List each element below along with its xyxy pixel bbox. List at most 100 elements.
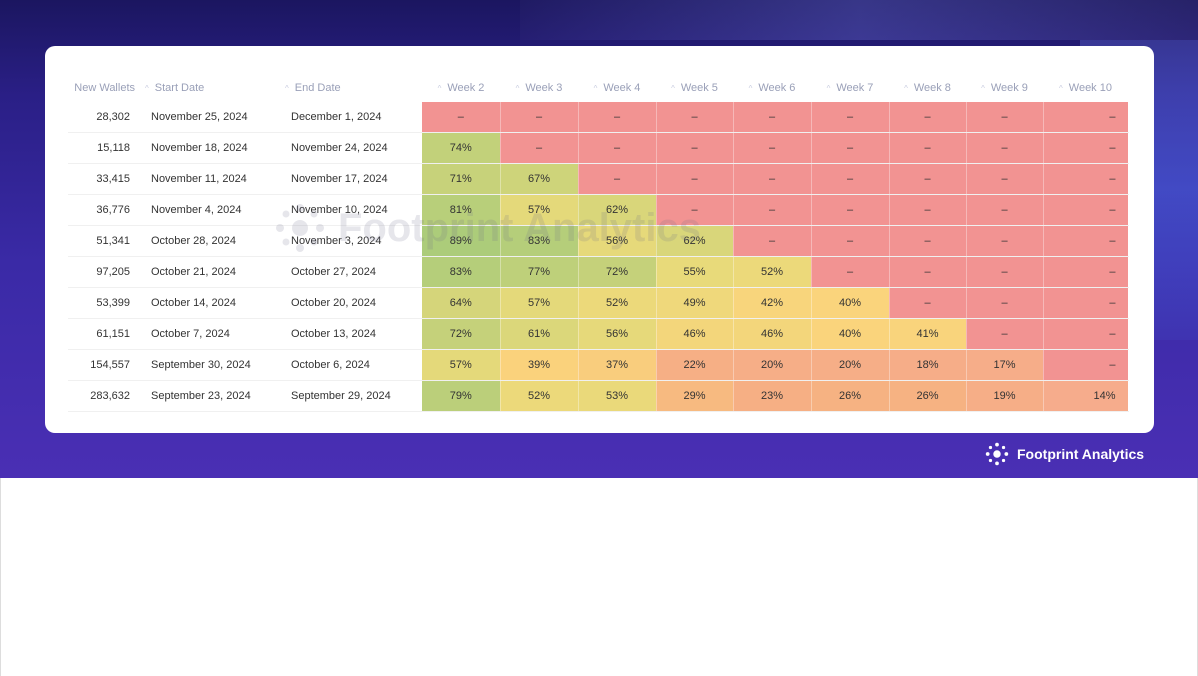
retention-cell-week-6: – xyxy=(733,132,812,164)
retention-cell-week-5: – xyxy=(656,163,734,195)
column-header-week-2[interactable]: ^ Week 2 xyxy=(422,74,500,102)
retention-cell-week-4: 56% xyxy=(578,225,657,257)
retention-cell-week-2: 83% xyxy=(422,256,501,288)
retention-cell-week-7: – xyxy=(811,163,890,195)
start-date-cell: October 7, 2024 xyxy=(145,318,285,350)
start-date-cell: November 25, 2024 xyxy=(145,102,285,133)
retention-cell-week-5: 46% xyxy=(656,318,734,350)
retention-cell-week-3: – xyxy=(500,132,579,164)
retention-cell-week-2: 64% xyxy=(422,287,501,319)
retention-cell-week-8: – xyxy=(889,225,967,257)
start-date-cell: September 23, 2024 xyxy=(145,380,285,412)
table-header-row: New Wallets ^ Start Date ^ End Date ^ Week 2 ^ W… xyxy=(68,74,1128,102)
retention-cell-week-8: 26% xyxy=(889,380,967,412)
retention-cell-week-2: 74% xyxy=(422,132,501,164)
retention-cell-week-6: – xyxy=(733,194,812,226)
new-wallets-cell: 15,118 xyxy=(68,132,145,164)
new-wallets-cell: 36,776 xyxy=(68,194,145,226)
sort-icon: ^ xyxy=(826,84,831,93)
retention-cell-week-3: 83% xyxy=(500,225,579,257)
retention-cell-week-5: 49% xyxy=(656,287,734,319)
table-row: 53,399 October 14, 2024 October 20, 2024 64… xyxy=(68,287,1129,319)
retention-cell-week-7: – xyxy=(811,102,890,133)
column-header-label: Week 4 xyxy=(603,82,641,94)
column-header-end-date[interactable]: ^ End Date xyxy=(285,74,422,102)
retention-cell-week-4: 37% xyxy=(578,349,657,381)
column-header-label: Week 10 xyxy=(1068,82,1112,94)
column-header-week-3[interactable]: ^ Week 3 xyxy=(500,74,578,102)
retention-cell-week-9: – xyxy=(966,318,1044,350)
new-wallets-cell: 154,557 xyxy=(68,349,145,381)
retention-cell-week-4: – xyxy=(578,132,657,164)
column-header-week-6[interactable]: ^ Week 6 xyxy=(733,74,811,102)
table-row: 61,151 October 7, 2024 October 13, 2024 72%… xyxy=(68,318,1129,350)
table-row: 283,632 September 23, 2024 September 29, 2… xyxy=(68,380,1129,412)
retention-cell-week-8: – xyxy=(889,102,967,133)
retention-cell-week-3: 57% xyxy=(500,287,579,319)
start-date-cell: October 28, 2024 xyxy=(145,225,285,257)
brand-logo: Footprint Analytics xyxy=(983,440,1144,468)
retention-cell-week-5: 22% xyxy=(656,349,734,381)
end-date-cell: November 24, 2024 xyxy=(285,132,422,164)
sort-icon: ^ xyxy=(437,84,442,93)
retention-cell-week-9: – xyxy=(966,287,1044,319)
table-body: 28,302 November 25, 2024 December 1, 2024–… xyxy=(68,102,1129,412)
footprint-logo-icon xyxy=(985,442,1009,466)
sort-icon: ^ xyxy=(904,84,908,93)
retention-cell-week-8: – xyxy=(889,132,967,164)
retention-cell-week-9: – xyxy=(966,225,1044,257)
retention-cell-week-7: 40% xyxy=(811,287,890,319)
sort-icon: ^ xyxy=(1059,84,1063,93)
retention-cell-week-9: – xyxy=(966,163,1044,195)
new-wallets-cell: 51,341 xyxy=(68,225,145,257)
column-header-week-9[interactable]: ^ Week 9 xyxy=(966,74,1043,102)
column-header-label: Week 3 xyxy=(525,82,563,94)
column-header-new-wallets[interactable]: New Wallets xyxy=(68,74,145,102)
retention-cell-week-4: – xyxy=(578,163,657,195)
retention-cell-week-6: 23% xyxy=(733,380,812,412)
column-header-week-4[interactable]: ^ Week 4 xyxy=(578,74,656,102)
retention-cell-week-9: – xyxy=(966,102,1044,133)
retention-cell-week-4: 53% xyxy=(578,380,657,412)
end-date-cell: October 13, 2024 xyxy=(285,318,422,350)
retention-cell-week-9: – xyxy=(966,132,1044,164)
retention-cell-week-10: – xyxy=(1043,349,1129,381)
lower-blank-area xyxy=(0,478,1198,676)
cohort-table: New Wallets ^ Start Date ^ End Date ^ Week 2 ^ W… xyxy=(68,74,1129,412)
banner-decoration xyxy=(520,0,1198,40)
table-row: 28,302 November 25, 2024 December 1, 2024–… xyxy=(68,102,1129,133)
start-date-cell: October 14, 2024 xyxy=(145,287,285,319)
table-row: 33,415 November 11, 2024 November 17, 2024… xyxy=(68,163,1129,195)
retention-cell-week-2: 72% xyxy=(422,318,501,350)
retention-cell-week-7: 20% xyxy=(811,349,890,381)
retention-cell-week-6: 52% xyxy=(733,256,812,288)
sort-icon: ^ xyxy=(145,84,149,93)
column-header-week-5[interactable]: ^ Week 5 xyxy=(656,74,733,102)
new-wallets-cell: 283,632 xyxy=(68,380,145,412)
retention-cell-week-3: – xyxy=(500,102,579,133)
sort-icon: ^ xyxy=(593,84,598,93)
retention-cell-week-5: 55% xyxy=(656,256,734,288)
retention-cell-week-7: 40% xyxy=(811,318,890,350)
retention-cell-week-8: 41% xyxy=(889,318,967,350)
sort-icon: ^ xyxy=(748,84,753,93)
column-header-label: Start Date xyxy=(154,82,205,94)
column-header-start-date[interactable]: ^ Start Date xyxy=(145,74,285,102)
start-date-cell: September 30, 2024 xyxy=(145,349,285,381)
end-date-cell: November 3, 2024 xyxy=(285,225,422,257)
retention-cell-week-4: – xyxy=(578,102,657,133)
retention-cell-week-5: 62% xyxy=(656,225,734,257)
end-date-cell: November 10, 2024 xyxy=(285,194,422,226)
column-header-week-7[interactable]: ^ Week 7 xyxy=(811,74,889,102)
retention-cell-week-3: 52% xyxy=(500,380,579,412)
retention-cell-week-8: 18% xyxy=(889,349,967,381)
retention-cell-week-3: 77% xyxy=(500,256,579,288)
retention-cell-week-2: 57% xyxy=(422,349,501,381)
new-wallets-cell: 28,302 xyxy=(68,102,145,133)
table-row: 97,205 October 21, 2024 October 27, 2024 83… xyxy=(68,256,1129,288)
retention-cell-week-3: 67% xyxy=(500,163,579,195)
retention-cell-week-7: – xyxy=(811,256,890,288)
column-header-week-10[interactable]: ^ Week 10 xyxy=(1043,74,1128,102)
column-header-week-8[interactable]: ^ Week 8 xyxy=(889,74,966,102)
retention-cell-week-8: – xyxy=(889,287,967,319)
